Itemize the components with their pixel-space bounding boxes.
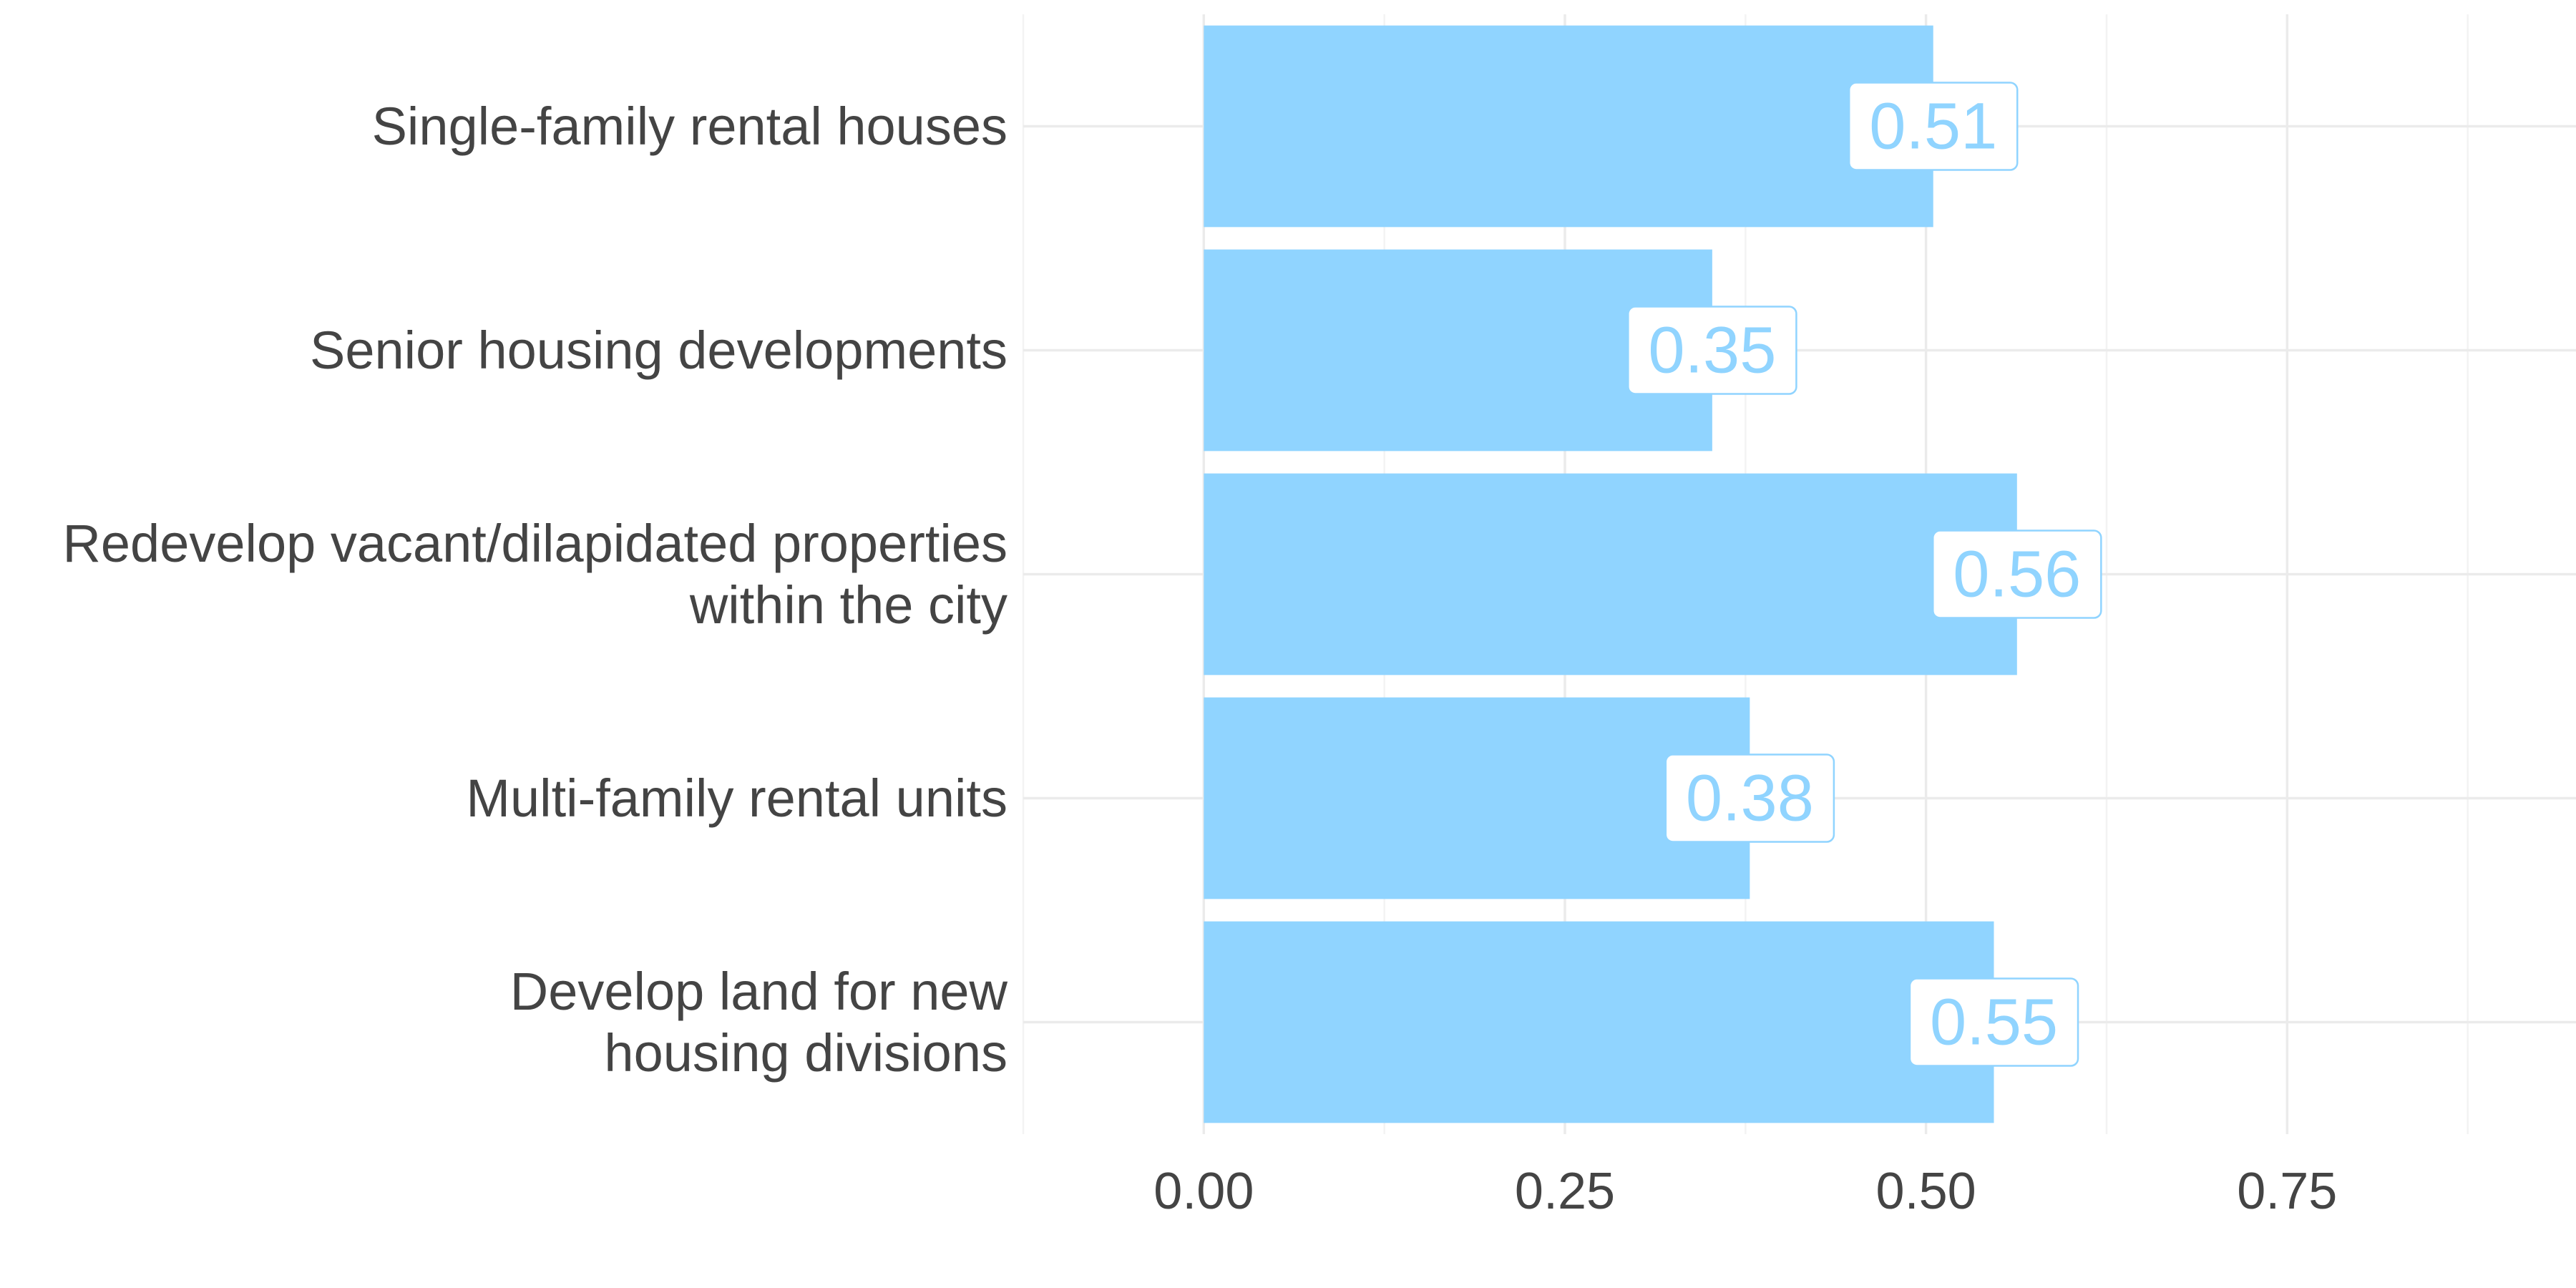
value-label-box xyxy=(1932,530,2102,619)
value-label-box xyxy=(1664,753,1835,843)
bar xyxy=(1204,25,1933,228)
category-label: Senior housing developments xyxy=(310,321,1008,380)
category-label: Multi-family rental units xyxy=(466,769,1008,828)
category-label: Develop land for new housing divisions xyxy=(510,962,1008,1083)
value-label-text: 0.56 xyxy=(1953,538,2081,611)
value-label: 0.51 xyxy=(1848,82,2019,171)
value-label-text: 0.51 xyxy=(1869,90,1997,163)
x-tick-label: 0.25 xyxy=(1515,1163,1615,1220)
value-label-text: 0.35 xyxy=(1648,314,1776,387)
value-label-box xyxy=(1908,977,2079,1067)
x-tick-label: 0.75 xyxy=(2237,1163,2337,1220)
value-label-text: 0.55 xyxy=(1930,986,2058,1059)
value-label-box xyxy=(1848,82,2019,171)
bars xyxy=(1204,25,2017,1123)
value-label: 0.56 xyxy=(1932,530,2102,619)
x-axis-tick-labels: 0.00 0.25 0.50 0.75 xyxy=(1153,1163,2337,1220)
bar xyxy=(1204,697,1750,899)
category-labels: Single-family rental houses Senior housin… xyxy=(62,97,1008,1083)
bar xyxy=(1204,921,1994,1123)
bar xyxy=(1204,473,2017,675)
value-label: 0.35 xyxy=(1627,306,1797,395)
value-label: 0.38 xyxy=(1664,753,1835,843)
category-label: Redevelop vacant/dilapidated properties w… xyxy=(62,514,1008,635)
x-tick-label: 0.00 xyxy=(1153,1163,1254,1220)
category-label: Single-family rental houses xyxy=(372,97,1008,156)
value-labels: 0.51 0.35 0.56 0.38 0.55 xyxy=(1627,82,2102,1067)
value-label-text: 0.38 xyxy=(1686,762,1814,835)
x-tick-label: 0.50 xyxy=(1876,1163,1976,1220)
value-label: 0.55 xyxy=(1908,977,2079,1067)
value-label-box xyxy=(1627,306,1797,395)
